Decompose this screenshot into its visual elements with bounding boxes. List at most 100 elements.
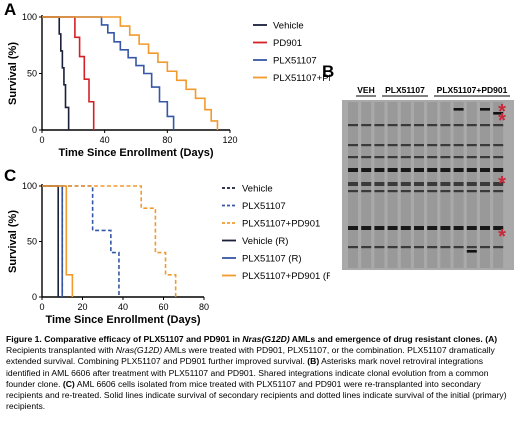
blot-panel: VEH PLX51107 PLX51107+PD901 * * * * <box>342 84 514 279</box>
legend-label: PLX51107 <box>242 201 286 212</box>
legend-label: PLX51107+PD901 (R) <box>242 271 330 282</box>
legend-label: PLX51107+PD901 <box>273 73 330 84</box>
blot-band <box>453 182 464 186</box>
blot-band <box>374 190 385 193</box>
blot-band <box>440 182 451 186</box>
blot-band <box>427 190 438 193</box>
x-tick-label: 60 <box>158 302 168 312</box>
blot-band <box>440 246 451 249</box>
blot-band <box>453 168 464 172</box>
blot-band <box>348 246 358 249</box>
blot-band <box>387 156 398 159</box>
blot-band <box>440 226 451 230</box>
blot-band <box>414 156 424 159</box>
x-tick-label: 0 <box>39 302 44 312</box>
blot-band <box>374 182 385 186</box>
blot-band <box>466 156 477 159</box>
blot-band <box>387 144 398 147</box>
blot-band <box>387 124 398 127</box>
blot-band <box>348 226 358 230</box>
y-tick-label: 0 <box>32 125 37 135</box>
x-tick-label: 40 <box>118 302 128 312</box>
survival-chart-a: 0 50 100 0 40 80 120 Time Since Enrollment (Day… <box>7 12 330 159</box>
blot-band <box>414 246 424 249</box>
blot-band <box>453 144 464 147</box>
blot-band <box>493 182 504 186</box>
blot-band <box>400 124 411 127</box>
y-tick-label: 50 <box>27 69 37 79</box>
series-line-2 <box>42 16 175 130</box>
caption-title: Figure 1. Comparative efficacy of PLX511… <box>6 334 483 344</box>
southern-blot-image: VEH PLX51107 PLX51107+PD901**** <box>342 85 514 270</box>
blot-band <box>466 168 477 172</box>
blot-band <box>414 144 424 147</box>
blot-band <box>361 124 372 127</box>
x-tick-label: 80 <box>199 302 209 312</box>
blot-band <box>400 246 411 249</box>
blot-band <box>400 168 411 172</box>
x-tick-label: 120 <box>222 135 237 145</box>
legend-label: PLX51107 (R) <box>242 254 302 265</box>
blot-band <box>453 156 464 159</box>
blot-band <box>480 226 490 230</box>
x-tick-label: 0 <box>39 135 44 145</box>
blot-band <box>387 182 398 186</box>
series-line-4 <box>42 185 64 297</box>
blot-band <box>427 124 438 127</box>
legend-label: PD901 <box>273 38 302 49</box>
blot-band <box>466 226 477 230</box>
series-line-2 <box>42 185 177 297</box>
blot-band <box>348 144 358 147</box>
legend-label: Vehicle <box>242 184 273 195</box>
novel-band <box>480 108 490 111</box>
blot-band <box>374 124 385 127</box>
blot-band <box>466 246 477 249</box>
lane-group-label: PLX51107 <box>385 85 425 95</box>
blot-band <box>427 168 438 172</box>
blot-band <box>374 226 385 230</box>
blot-band <box>414 124 424 127</box>
y-tick-label: 50 <box>27 237 37 247</box>
blot-band <box>414 190 424 193</box>
blot-band <box>480 182 490 186</box>
blot-band <box>493 124 504 127</box>
series-line-3 <box>42 16 219 130</box>
y-tick-label: 100 <box>22 12 37 22</box>
panel-a-letter: A <box>4 0 17 19</box>
x-axis-label: Time Since Enrollment (Days) <box>58 147 213 159</box>
blot-band <box>348 124 358 127</box>
figure-caption: Figure 1. Comparative efficacy of PLX511… <box>6 334 507 412</box>
integration-asterisk: * <box>498 110 506 132</box>
blot-band <box>348 156 358 159</box>
blot-band <box>387 246 398 249</box>
blot-band <box>453 226 464 230</box>
lane-group-label: PLX51107+PD901 <box>437 85 508 95</box>
legend-label: PLX51107 <box>273 56 317 67</box>
series-line-5 <box>42 185 74 297</box>
series-line-0 <box>42 16 70 130</box>
blot-band <box>361 144 372 147</box>
novel-band <box>453 108 464 111</box>
blot-band <box>480 124 490 127</box>
blot-band <box>387 168 398 172</box>
survival-chart-c: 0 50 100 0 20 40 60 80 Time Since Enrollment (Da… <box>7 181 330 326</box>
blot-band <box>374 168 385 172</box>
integration-asterisk: * <box>498 101 506 123</box>
blot-band <box>361 226 372 230</box>
blot-band <box>493 156 504 159</box>
blot-band <box>361 156 372 159</box>
blot-band <box>400 226 411 230</box>
blot-band <box>427 226 438 230</box>
caption-label-b: (B) <box>307 356 320 367</box>
blot-band <box>440 124 451 127</box>
blot-band <box>427 144 438 147</box>
y-tick-label: 0 <box>32 292 37 302</box>
blot-band <box>493 168 504 172</box>
blot-band <box>361 190 372 193</box>
blot-band <box>440 168 451 172</box>
legend-label: Vehicle (R) <box>242 236 288 247</box>
caption-label-a: (A) <box>485 334 498 344</box>
x-axis-label: Time Since Enrollment (Days) <box>45 314 200 326</box>
blot-band <box>480 156 490 159</box>
blot-band <box>453 124 464 127</box>
